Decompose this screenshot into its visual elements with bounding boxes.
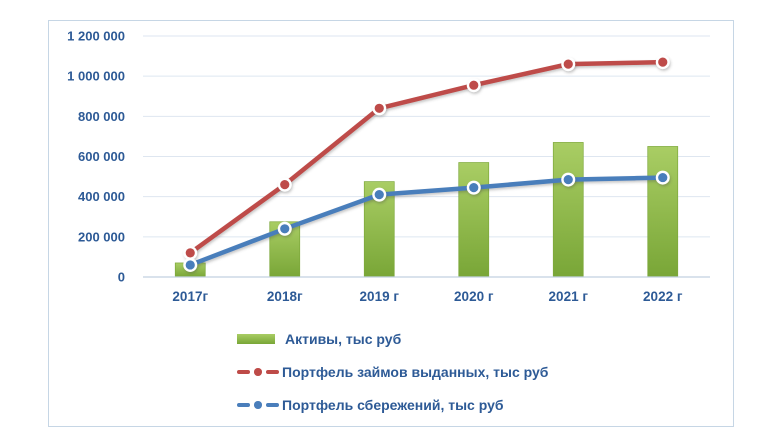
legend: Активы, тыс руб Портфель займов выданных…: [237, 332, 548, 412]
x-axis-tick-label: 2020 г: [454, 289, 494, 304]
legend-marker-line-red: [237, 368, 279, 376]
line-series: [183, 55, 670, 272]
y-axis-tick-label: 1 200 000: [67, 29, 125, 44]
y-axis-tick-label: 800 000: [78, 109, 125, 124]
y-axis-tick-label: 400 000: [78, 189, 125, 204]
x-axis-tick-label: 2017г: [172, 289, 208, 304]
y-axis-tick-label: 1 000 000: [67, 69, 125, 84]
data-point-marker: [469, 183, 479, 193]
legend-label-zaimy: Портфель займов выданных, тыс руб: [282, 364, 549, 380]
y-axis-tick-label: 600 000: [78, 149, 125, 164]
legend-item-aktivy: Активы, тыс руб: [237, 332, 548, 346]
line-zaimy: [188, 59, 665, 256]
bar-aktivy: [552, 142, 584, 278]
plot-area: 0 200 000 400 000 600 000 800 000 1 000 000 1 …: [67, 29, 710, 304]
legend-label-sberezheniya: Портфель сбережений, тыс руб: [282, 397, 504, 413]
line-sberezheniya: [188, 175, 665, 268]
x-axis-tick-label: 2019 г: [360, 289, 400, 304]
y-axis-tick-label: 0: [118, 270, 125, 285]
data-point-marker: [374, 103, 384, 113]
bar-aktivy: [458, 162, 490, 278]
legend-swatch-bar: [237, 334, 275, 344]
legend-item-zaimy: Портфель займов выданных, тыс руб: [237, 365, 548, 379]
data-point-marker: [280, 180, 290, 190]
legend-label-aktivy: Активы, тыс руб: [285, 331, 402, 347]
legend-item-sberezheniya: Портфель сбережений, тыс руб: [237, 398, 548, 412]
data-point-marker: [374, 190, 384, 200]
x-axis-tick-label: 2018г: [267, 289, 303, 304]
bar-aktivy: [647, 146, 679, 278]
data-point-marker: [185, 248, 195, 258]
data-point-marker: [280, 224, 290, 234]
x-axis-tick-label: 2021 г: [549, 289, 589, 304]
gridlines: [143, 35, 710, 238]
data-point-marker: [658, 172, 668, 183]
markers-sberezheniya: [183, 170, 670, 272]
chart-frame: 0 200 000 400 000 600 000 800 000 1 000 000 1 …: [48, 20, 734, 427]
x-axis-tick-labels: 2017г 2018г 2019 г 2020 г 2021 г 2022 г: [172, 289, 682, 304]
data-point-marker: [563, 174, 573, 185]
y-axis-tick-labels: 0 200 000 400 000 600 000 800 000 1 000 000 1 …: [67, 29, 125, 285]
y-axis-tick-label: 200 000: [78, 229, 125, 244]
data-point-marker: [185, 260, 195, 270]
markers-zaimy: [183, 55, 670, 260]
data-point-marker: [469, 80, 479, 90]
data-point-marker: [658, 57, 668, 67]
legend-marker-line-blue: [237, 401, 279, 409]
x-axis-tick-label: 2022 г: [643, 289, 683, 304]
data-point-marker: [563, 59, 573, 69]
